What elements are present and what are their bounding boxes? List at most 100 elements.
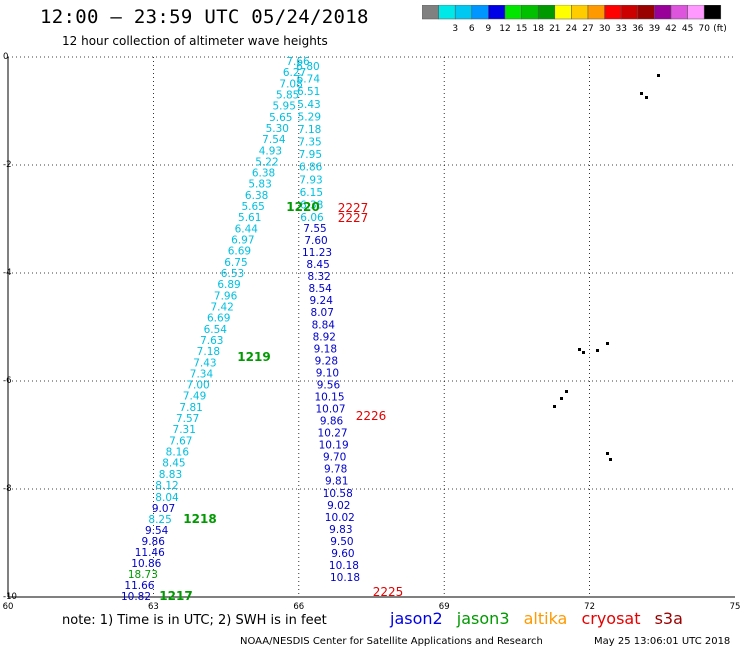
swh-value: 8.12 bbox=[155, 480, 178, 492]
swh-value: 9.28 bbox=[315, 355, 338, 367]
swh-value: 7.57 bbox=[176, 413, 199, 425]
swh-value: 9.86 bbox=[320, 416, 344, 428]
lon-tick-label: 72 bbox=[584, 602, 595, 612]
footer-note: note: 1) Time is in UTC; 2) SWH is in fe… bbox=[62, 613, 327, 628]
lat-tick-label: -4 bbox=[3, 268, 11, 278]
legend-label: 70 bbox=[698, 24, 710, 34]
swh-value: 9.81 bbox=[325, 476, 348, 488]
legend-label: 27 bbox=[582, 24, 593, 34]
island-marker bbox=[582, 351, 585, 354]
swh-value: 10.07 bbox=[315, 404, 345, 416]
swh-value: 7.66 bbox=[286, 56, 310, 68]
swh-value: 6.53 bbox=[221, 268, 244, 280]
legend-label: 21 bbox=[549, 24, 560, 34]
cryosat-pass-label: 2227 bbox=[338, 201, 369, 215]
island-marker bbox=[606, 342, 609, 345]
swh-value: 6.97 bbox=[231, 235, 254, 247]
swh-value: 5.65 bbox=[269, 112, 292, 124]
island-marker bbox=[578, 348, 581, 351]
swh-value: 8.07 bbox=[311, 307, 334, 319]
island-marker bbox=[565, 390, 568, 393]
swh-value: 7.67 bbox=[169, 435, 192, 447]
swh-value: 10.18 bbox=[329, 560, 359, 572]
swh-value: 10.86 bbox=[131, 558, 161, 570]
swh-value: 6.51 bbox=[297, 86, 320, 98]
island-marker bbox=[553, 405, 556, 408]
swh-value: 6.74 bbox=[297, 74, 321, 86]
swh-value: 5.65 bbox=[241, 201, 264, 213]
swh-value: 9.50 bbox=[330, 536, 353, 548]
swh-value: 6.06 bbox=[300, 212, 324, 224]
swh-value: 6.69 bbox=[228, 246, 251, 258]
swh-value: 8.32 bbox=[307, 271, 330, 283]
swh-value: 5.61 bbox=[238, 212, 261, 224]
legend-label: 3 bbox=[452, 24, 458, 34]
lon-tick-label: 75 bbox=[730, 602, 740, 612]
swh-value: 8.45 bbox=[306, 259, 329, 271]
swh-value: 6.38 bbox=[252, 168, 275, 180]
swh-value: 10.27 bbox=[318, 428, 348, 440]
swh-value: 7.60 bbox=[304, 235, 327, 247]
lat-tick-label: -8 bbox=[3, 484, 11, 494]
swh-value: 9.18 bbox=[314, 343, 337, 355]
page-title: 12:00 – 23:59 UTC 05/24/2018 bbox=[40, 6, 369, 28]
lat-tick-label: -2 bbox=[3, 160, 11, 170]
swh-value: 8.83 bbox=[159, 469, 182, 481]
legend-label: 30 bbox=[599, 24, 611, 34]
sat-jason3: jason3 bbox=[456, 609, 510, 628]
swh-value: 9.70 bbox=[323, 452, 346, 464]
legend-unit: (ft) bbox=[713, 24, 727, 34]
swh-value: 6.15 bbox=[300, 187, 323, 199]
swh-value: 7.49 bbox=[183, 391, 206, 403]
swh-value: 5.22 bbox=[255, 156, 278, 168]
legend-label: 39 bbox=[649, 24, 661, 34]
swh-value: 5.43 bbox=[297, 99, 320, 111]
cryosat-pass-label: 2227 bbox=[338, 211, 369, 225]
swh-value: 6.27 bbox=[283, 67, 306, 79]
swh-value: 7.18 bbox=[197, 346, 220, 358]
page-subtitle: 12 hour collection of altimeter wave hei… bbox=[62, 34, 328, 48]
swh-value: 7.34 bbox=[190, 368, 214, 380]
swh-value: 7.54 bbox=[262, 134, 286, 146]
swh-value: 7.95 bbox=[299, 149, 322, 161]
legend-label: 36 bbox=[632, 24, 644, 34]
swh-value: 7.55 bbox=[303, 223, 326, 235]
swh-value: 7.31 bbox=[173, 424, 196, 436]
sat-s3a: s3a bbox=[654, 609, 683, 628]
swh-value: 9.54 bbox=[145, 525, 169, 537]
legend-label: 24 bbox=[566, 24, 578, 34]
swh-value: 11.46 bbox=[135, 547, 165, 559]
sat-cryosat: cryosat bbox=[581, 609, 641, 628]
swh-value: 8.25 bbox=[148, 514, 171, 526]
swh-value: 5.85 bbox=[276, 89, 299, 101]
swh-value: 9.07 bbox=[152, 503, 175, 515]
island-marker bbox=[609, 458, 612, 461]
credit-line: NOAA/NESDIS Center for Satellite Applica… bbox=[240, 636, 543, 647]
island-marker bbox=[596, 349, 599, 352]
swh-value: 10.19 bbox=[319, 440, 349, 452]
swh-value: 9.02 bbox=[327, 500, 350, 512]
swh-value: 18.73 bbox=[128, 569, 158, 581]
lon-tick-label: 66 bbox=[293, 602, 304, 612]
cryosat-pass-label: 2226 bbox=[356, 409, 387, 423]
sat-altika: altika bbox=[523, 609, 568, 628]
legend-label: 33 bbox=[615, 24, 626, 34]
island-marker bbox=[657, 74, 660, 77]
lon-tick-label: 69 bbox=[439, 602, 450, 612]
swh-value: 7.00 bbox=[186, 380, 209, 392]
swh-value: 5.30 bbox=[266, 123, 289, 135]
island-marker bbox=[606, 452, 609, 455]
swh-value: 9.24 bbox=[310, 295, 334, 307]
swh-value: 11.66 bbox=[124, 580, 154, 592]
swh-value: 10.58 bbox=[323, 488, 353, 500]
swh-value: 6.69 bbox=[207, 313, 230, 325]
legend-label: 6 bbox=[469, 24, 475, 34]
legend-label: 15 bbox=[516, 24, 527, 34]
swh-value: 7.96 bbox=[214, 290, 238, 302]
swh-value: 9.78 bbox=[324, 464, 347, 476]
swh-value: 5.83 bbox=[248, 179, 271, 191]
swh-value: 10.82 bbox=[121, 591, 151, 603]
swh-value: 6.86 bbox=[299, 162, 323, 174]
